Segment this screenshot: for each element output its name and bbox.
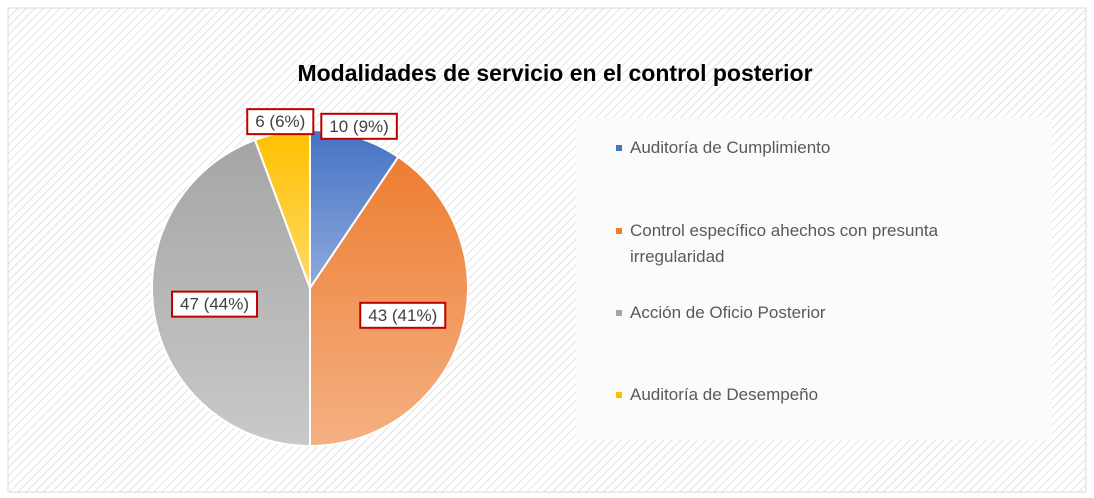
legend-entry: Auditoría de Desempeño <box>616 382 1030 408</box>
data-label: 6 (6%) <box>255 112 305 131</box>
pie-slice <box>309 155 469 448</box>
data-label: 43 (41%) <box>368 306 437 325</box>
legend-label: Control específico ahechos con presunta … <box>630 221 939 266</box>
legend-swatch <box>616 392 622 398</box>
legend-swatch <box>616 310 622 316</box>
legend-entry: Control específico ahechos con presunta … <box>616 218 1030 270</box>
data-label: 10 (9%) <box>329 117 389 136</box>
legend: Auditoría de Cumplimiento Control específ… <box>576 118 1052 440</box>
legend-entry: Auditoría de Cumplimiento <box>616 135 1030 161</box>
legend-swatch <box>616 145 622 151</box>
legend-label: Auditoría de Desempeño <box>630 385 819 404</box>
legend-label: Acción de Oficio Posterior <box>630 303 826 322</box>
data-label-box <box>359 301 447 329</box>
legend-entry: Acción de Oficio Posterior <box>616 300 1030 326</box>
chart-title: Modalidades de servicio en el control po… <box>297 60 812 86</box>
legend-label: Auditoría de Cumplimiento <box>630 138 831 157</box>
legend-swatch <box>616 228 622 234</box>
data-label: 47 (44%) <box>180 295 249 314</box>
data-label-box <box>320 112 398 140</box>
data-label-box <box>171 290 259 318</box>
data-label-box <box>246 108 315 136</box>
